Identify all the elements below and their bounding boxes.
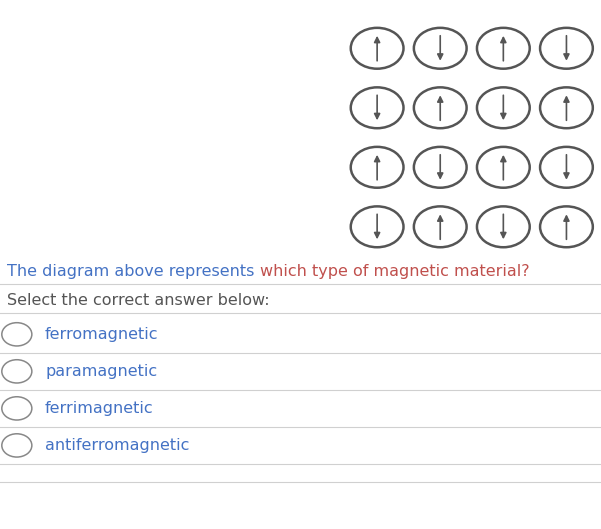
Text: ferrimagnetic: ferrimagnetic bbox=[45, 401, 154, 416]
Text: which type of magnetic material?: which type of magnetic material? bbox=[260, 264, 529, 279]
Text: ferromagnetic: ferromagnetic bbox=[45, 327, 159, 342]
Text: antiferromagnetic: antiferromagnetic bbox=[45, 438, 189, 453]
Text: Select the correct answer below:: Select the correct answer below: bbox=[7, 293, 270, 308]
Text: paramagnetic: paramagnetic bbox=[45, 364, 157, 379]
Text: The diagram above represents: The diagram above represents bbox=[7, 264, 260, 279]
